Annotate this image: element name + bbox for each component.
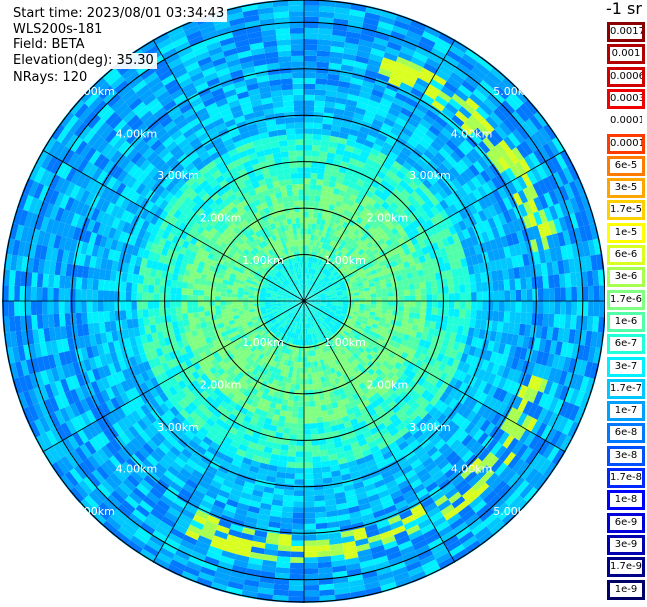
colorbar-level: 1.7e-5 <box>607 200 645 221</box>
field-label: Field: BETA <box>10 37 88 53</box>
azimuth-spoke <box>42 149 305 302</box>
colorbar-level-label: 0.0006 <box>610 69 642 84</box>
colorbar-level: 6e-6 <box>607 245 645 265</box>
colorbar-level-label: 6e-9 <box>610 515 642 530</box>
colorbar-level: 1.7e-6 <box>607 289 645 310</box>
colorbar-level-label: 6e-8 <box>610 426 642 441</box>
range-label: 1.00km <box>324 336 366 349</box>
range-label: 4.00km <box>116 127 158 140</box>
range-label: 2.00km <box>367 212 409 225</box>
colorbar-level-label: 1.7e-8 <box>610 471 642 485</box>
colorbar-level-label: 3e-7 <box>610 359 642 374</box>
colorbar-level-label: 1.7e-5 <box>610 203 642 218</box>
colorbar-level: 6e-8 <box>607 423 645 444</box>
colorbar-level: 1.7e-8 <box>607 468 645 488</box>
colorbar-level-label: 0.0017 <box>610 25 642 39</box>
range-label: 3.00km <box>157 421 199 434</box>
colorbar-level-label: 3e-6 <box>610 270 642 285</box>
colorbar-level-label: 6e-7 <box>610 337 642 352</box>
range-label: 3.00km <box>157 169 199 182</box>
colorbar-level-label: 1e-8 <box>610 493 642 508</box>
azimuth-spoke <box>152 300 305 563</box>
colorbar-level: 6e-5 <box>607 155 645 176</box>
colorbar-level: 0.0006 <box>607 66 645 87</box>
range-label: 4.00km <box>116 463 158 476</box>
azimuth-spoke <box>303 39 456 302</box>
colorbar-level: 1.7e-7 <box>607 378 645 399</box>
elevation-label: Elevation(deg): 35.30 <box>10 53 157 69</box>
range-label: 5.00km <box>73 505 115 518</box>
range-label: 5.00km <box>73 85 115 98</box>
radar-ppi-plot: 1.00km 1.00km 1.00km 1.00km 2.00km 2.00km 2.00… <box>2 0 605 603</box>
colorbar-level: 1.7e-9 <box>607 557 645 578</box>
colorbar-level: 1e-8 <box>607 490 645 511</box>
colorbar-level: 1e-6 <box>607 311 645 332</box>
colorbar-level-label: 3e-8 <box>610 448 642 463</box>
azimuth-spoke <box>303 300 456 563</box>
colorbar-level: 3e-7 <box>607 356 645 377</box>
colorbar-level-label: 1.7e-9 <box>610 560 642 575</box>
colorbar-level: 3e-8 <box>607 445 645 466</box>
azimuth-spoke <box>303 300 566 453</box>
colorbar-level-label: 1e-9 <box>610 582 642 597</box>
colorbar-level: 0.0001 <box>607 133 645 154</box>
colorbar-level: 3e-5 <box>607 178 645 199</box>
colorbar-level-label: 6e-6 <box>610 248 642 262</box>
range-label: 1.00km <box>324 254 366 267</box>
colorbar-level: 0.00017 <box>607 111 645 132</box>
colorbar-unit-label: -1 sr <box>606 0 642 18</box>
range-label: 1.00km <box>242 336 284 349</box>
colorbar-level: 1e-5 <box>607 222 645 243</box>
range-label: 2.00km <box>367 378 409 391</box>
colorbar-level: 1e-9 <box>607 579 645 600</box>
colorbar-level: 6e-7 <box>607 334 645 355</box>
colorbar-level-label: 0.001 <box>610 47 642 62</box>
range-label: 4.00km <box>451 127 493 140</box>
colorbar-level-label: 3e-9 <box>610 537 642 552</box>
colorbar-level: 1e-7 <box>607 401 645 422</box>
azimuth-spoke <box>42 300 305 453</box>
azimuth-spoke <box>303 149 566 302</box>
nrays-label: NRays: 120 <box>10 70 91 86</box>
range-label: 4.00km <box>451 463 493 476</box>
colorbar-level: 0.0003 <box>607 88 645 109</box>
range-label: 3.00km <box>409 169 451 182</box>
colorbar-level-label: 1e-7 <box>610 404 642 419</box>
range-label: 5.00km <box>493 505 535 518</box>
start-time-label: Start time: 2023/08/01 03:34:43 <box>10 6 228 22</box>
azimuth-spokes <box>2 0 605 603</box>
colorbar-level: 3e-6 <box>607 267 645 288</box>
colorbar-level-label: 3e-5 <box>610 181 642 196</box>
range-labels: 1.00km 1.00km 1.00km 1.00km 2.00km 2.00km 2.00… <box>73 85 535 518</box>
colorbar-level-label: 1.7e-7 <box>610 381 642 396</box>
colorbar-level-label: 1e-5 <box>610 225 642 240</box>
azimuth-spoke <box>152 39 305 302</box>
instrument-label: WLS200s-181 <box>10 22 106 38</box>
colorbar-level-label: 0.0001 <box>610 136 642 151</box>
colorbar-level-label: 0.00017 <box>610 114 642 129</box>
range-label: 3.00km <box>409 421 451 434</box>
colorbar-level-label: 6e-5 <box>610 158 642 173</box>
colorbar-level: 6e-9 <box>607 512 645 533</box>
colorbar-level: 0.0017 <box>607 22 645 42</box>
colorbar-level: 3e-9 <box>607 534 645 555</box>
colorbar-level-label: 1.7e-6 <box>610 292 642 307</box>
range-label: 5.00km <box>493 85 535 98</box>
range-label: 2.00km <box>200 212 242 225</box>
colorbar-level: 0.001 <box>607 44 645 65</box>
colorbar-level-label: 1e-6 <box>610 314 642 329</box>
range-label: 1.00km <box>242 254 284 267</box>
range-label: 2.00km <box>200 378 242 391</box>
colorbar-level-label: 0.0003 <box>610 91 642 106</box>
